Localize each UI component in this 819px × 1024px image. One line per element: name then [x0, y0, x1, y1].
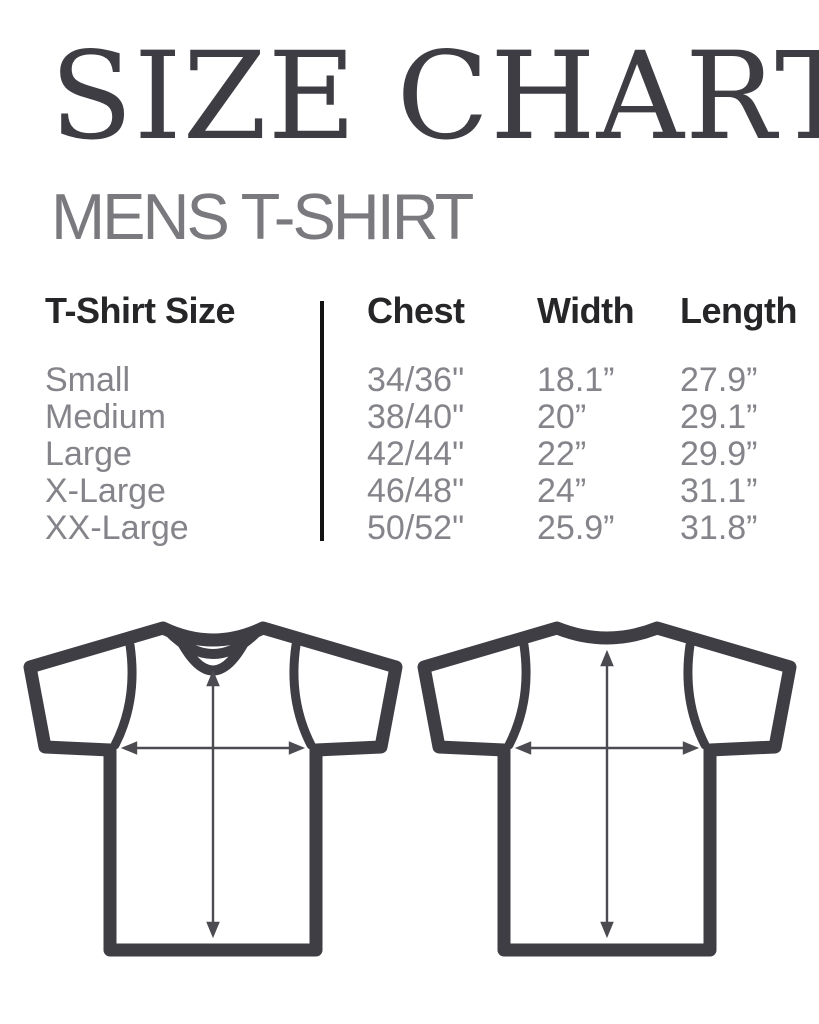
size-cell: Small — [45, 361, 131, 399]
length-cell: 29.9” — [680, 435, 758, 473]
size-cell: Medium — [45, 398, 166, 436]
armhole-seam-right — [289, 640, 316, 750]
width-cell: 24” — [537, 472, 587, 510]
length-cell: 31.1” — [680, 472, 758, 510]
size-table-header: T-Shirt Size Chest Width Length — [45, 290, 797, 332]
page-title: SIZE CHART — [50, 26, 819, 167]
size-cell: Large — [45, 435, 132, 473]
chest-cell: 34/36" — [367, 361, 465, 399]
armhole-seam-left — [110, 640, 137, 750]
chest-cell: 46/48" — [367, 472, 465, 510]
width-cell: 22” — [537, 435, 587, 473]
length-cell: 29.1” — [680, 398, 758, 436]
tshirt-front-diagram-icon — [23, 621, 403, 957]
size-cell: X-Large — [45, 472, 166, 510]
chest-cell: 38/40" — [367, 398, 465, 436]
width-cell: 18.1” — [537, 361, 615, 399]
table-divider-line — [320, 301, 324, 541]
tshirt-back-diagram-icon — [417, 621, 797, 957]
column-header-chest: Chest — [367, 290, 465, 331]
length-arrow — [206, 669, 220, 939]
armhole-seam-right — [683, 640, 710, 750]
width-cell: 20” — [537, 398, 587, 436]
width-arrow — [514, 741, 700, 755]
column-header-length: Length — [680, 290, 797, 331]
length-cell: 31.8” — [680, 509, 758, 547]
column-header-width: Width — [537, 290, 635, 331]
length-arrow — [600, 649, 614, 939]
size-cell: XX-Large — [45, 509, 189, 547]
armhole-seam-left — [504, 640, 531, 750]
page-subtitle: MENS T-SHIRT — [51, 180, 474, 253]
length-cell: 27.9” — [680, 361, 758, 399]
width-cell: 25.9” — [537, 509, 615, 547]
column-header-size: T-Shirt Size — [45, 290, 236, 331]
chest-cell: 42/44" — [367, 435, 465, 473]
width-arrow — [120, 741, 306, 755]
chest-cell: 50/52" — [367, 509, 465, 547]
size-table-body: Small 34/36" 18.1” 27.9” Medium 38/40" 2… — [45, 362, 790, 547]
